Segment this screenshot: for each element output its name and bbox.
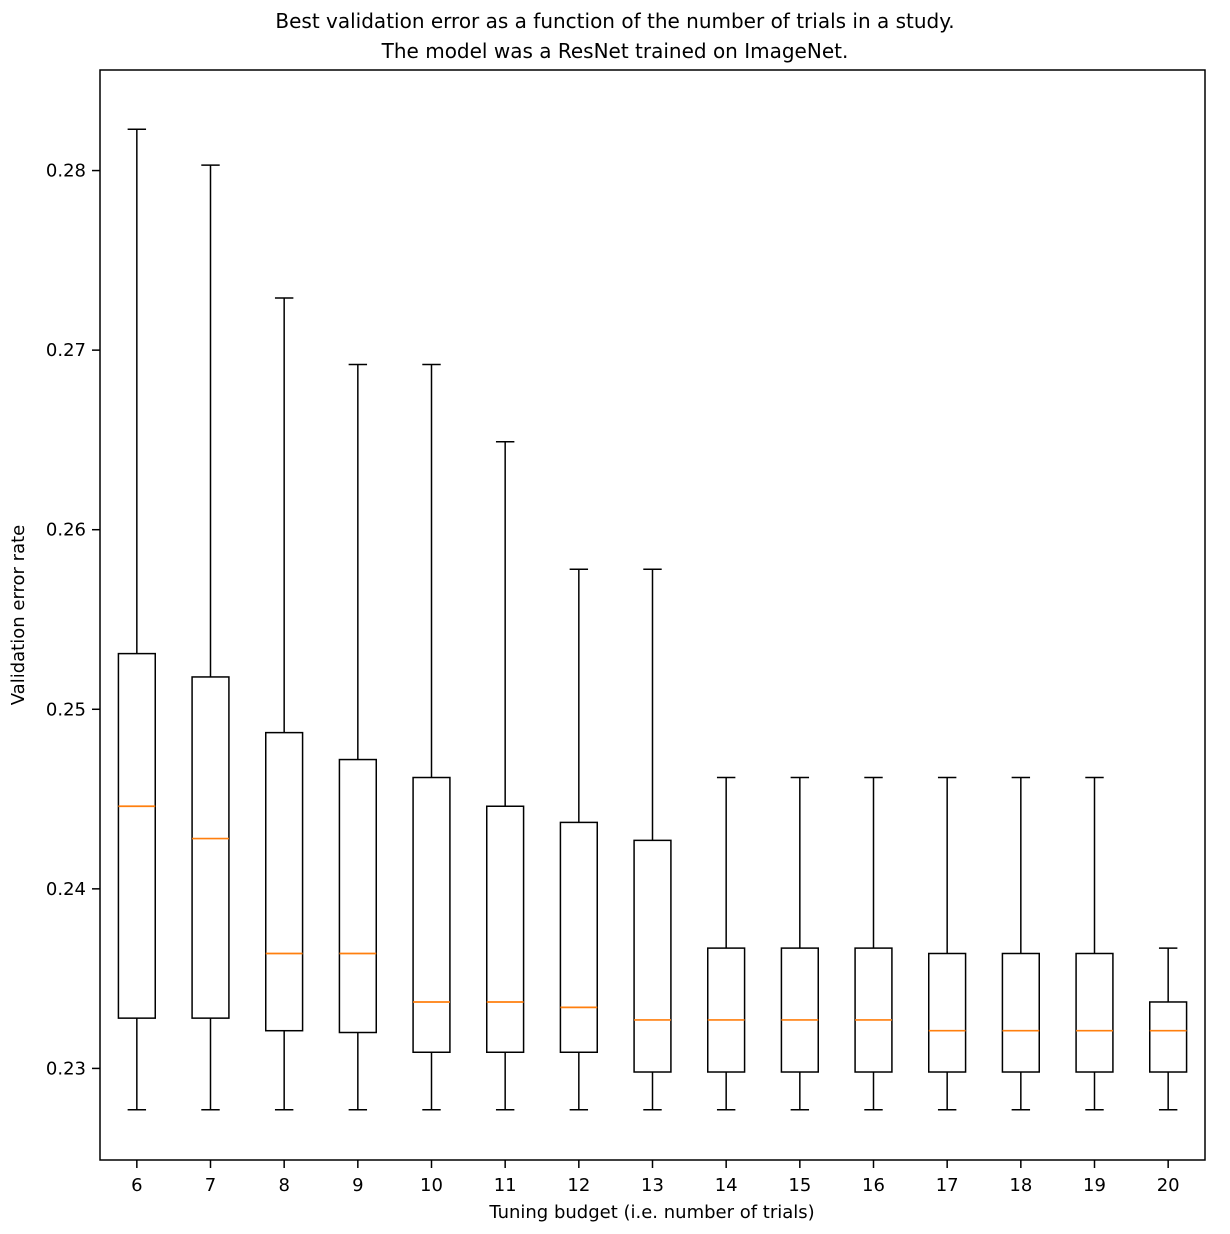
box [707, 947, 746, 1073]
box [191, 676, 230, 1019]
box [265, 731, 304, 1032]
x-tick-label: 10 [420, 1175, 443, 1196]
box [117, 652, 156, 1019]
box [1001, 952, 1041, 1073]
x-axis-label: Tuning budget (i.e. number of trials) [488, 1202, 814, 1223]
box [633, 839, 672, 1073]
box [486, 805, 525, 1054]
box [928, 952, 967, 1073]
x-tick-label: 9 [352, 1175, 363, 1196]
box [780, 947, 820, 1073]
x-tick-label: 14 [715, 1175, 738, 1196]
box [1075, 952, 1114, 1073]
x-tick-label: 17 [936, 1175, 959, 1196]
y-tick-label: 0.24 [46, 879, 86, 900]
y-tick-label: 0.27 [46, 340, 86, 361]
y-tick-label: 0.26 [46, 520, 86, 541]
x-tick-label: 6 [131, 1175, 142, 1196]
x-tick-label: 12 [567, 1175, 590, 1196]
y-tick-label: 0.25 [46, 699, 86, 720]
x-tick-label: 20 [1157, 1175, 1180, 1196]
box [854, 947, 893, 1073]
x-tick-label: 13 [641, 1175, 664, 1196]
x-tick-label: 18 [1009, 1175, 1032, 1196]
y-tick-label: 0.28 [46, 161, 86, 182]
chart-title: Best validation error as a function of t… [275, 9, 955, 63]
y-tick-label: 0.23 [46, 1058, 86, 1079]
box [559, 821, 599, 1054]
y-axis-label: Validation error rate [8, 525, 29, 705]
box [338, 758, 377, 1034]
x-tick-label: 15 [788, 1175, 811, 1196]
axes-frame [99, 69, 1206, 1161]
x-tick-label: 11 [494, 1175, 517, 1196]
box [412, 776, 451, 1054]
x-tick-label: 8 [278, 1175, 289, 1196]
x-tick-label: 19 [1083, 1175, 1106, 1196]
box [1149, 1001, 1188, 1073]
x-tick-label: 16 [862, 1175, 885, 1196]
x-tick-label: 7 [205, 1175, 216, 1196]
